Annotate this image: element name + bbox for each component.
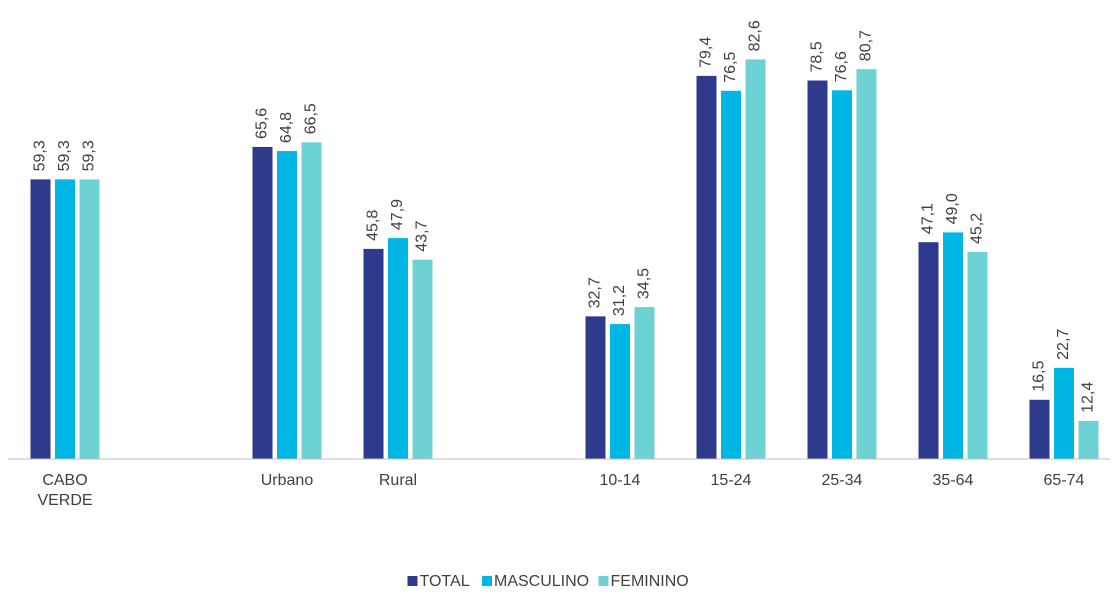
legend-swatch <box>482 576 492 586</box>
bar <box>30 179 51 459</box>
data-label: 82,6 <box>747 20 764 51</box>
data-label: 47,9 <box>389 199 406 230</box>
data-label: 34,5 <box>636 268 653 299</box>
data-label: 45,8 <box>365 210 382 241</box>
data-label: 76,6 <box>833 51 850 82</box>
legend-label: FEMININO <box>611 573 689 590</box>
bar <box>918 242 939 459</box>
bar <box>696 75 717 460</box>
bar <box>832 90 852 459</box>
data-label: 76,5 <box>722 52 739 83</box>
bar <box>1054 367 1074 459</box>
bar <box>55 179 75 459</box>
data-label: 22,7 <box>1055 329 1072 360</box>
bar <box>1078 420 1099 459</box>
bar <box>388 238 408 459</box>
bar <box>807 80 828 459</box>
bar <box>277 151 297 459</box>
data-label: 59,3 <box>56 140 73 171</box>
data-label: 79,4 <box>698 37 715 68</box>
data-label: 78,5 <box>809 41 826 72</box>
bar <box>412 259 433 459</box>
data-label: 16,5 <box>1031 361 1048 392</box>
bar <box>610 324 630 459</box>
x-tick-label: 25-34 <box>821 472 863 489</box>
data-label: 59,3 <box>81 140 98 171</box>
x-tick-label: 65-74 <box>1043 472 1085 489</box>
data-label: 64,8 <box>278 112 295 143</box>
data-label: 47,1 <box>920 203 937 234</box>
data-label: 45,2 <box>969 213 986 244</box>
data-label: 65,6 <box>254 108 271 139</box>
legend-swatch <box>407 576 418 586</box>
bar <box>745 59 766 460</box>
bar <box>721 90 741 459</box>
bar <box>585 316 606 459</box>
legend-swatch <box>598 576 609 586</box>
x-tick-label: Urbano <box>260 472 314 489</box>
data-label: 59,3 <box>32 140 49 171</box>
bar <box>967 251 988 459</box>
x-tick-label: 35-64 <box>932 472 974 489</box>
bar <box>943 232 963 459</box>
x-tick-label: Rural <box>378 472 418 489</box>
x-tick-label: 15-24 <box>710 472 752 489</box>
bar <box>856 69 877 460</box>
data-label: 31,2 <box>611 285 628 316</box>
bar <box>301 142 322 460</box>
data-label: 43,7 <box>414 220 431 251</box>
legend-label: MASCULINO <box>494 573 589 590</box>
bar <box>363 248 384 459</box>
bar <box>79 179 100 459</box>
data-label: 12,4 <box>1080 382 1097 413</box>
x-tick-label: CABO VERDE <box>37 472 93 509</box>
data-label: 80,7 <box>858 30 875 61</box>
data-label: 49,0 <box>944 193 961 224</box>
bar <box>1029 399 1050 459</box>
bar <box>634 307 655 459</box>
data-label: 32,7 <box>587 277 604 308</box>
bar <box>252 146 273 459</box>
legend-label: TOTAL <box>420 573 470 590</box>
data-label: 66,5 <box>303 103 320 134</box>
x-tick-label: 10-14 <box>599 472 641 489</box>
